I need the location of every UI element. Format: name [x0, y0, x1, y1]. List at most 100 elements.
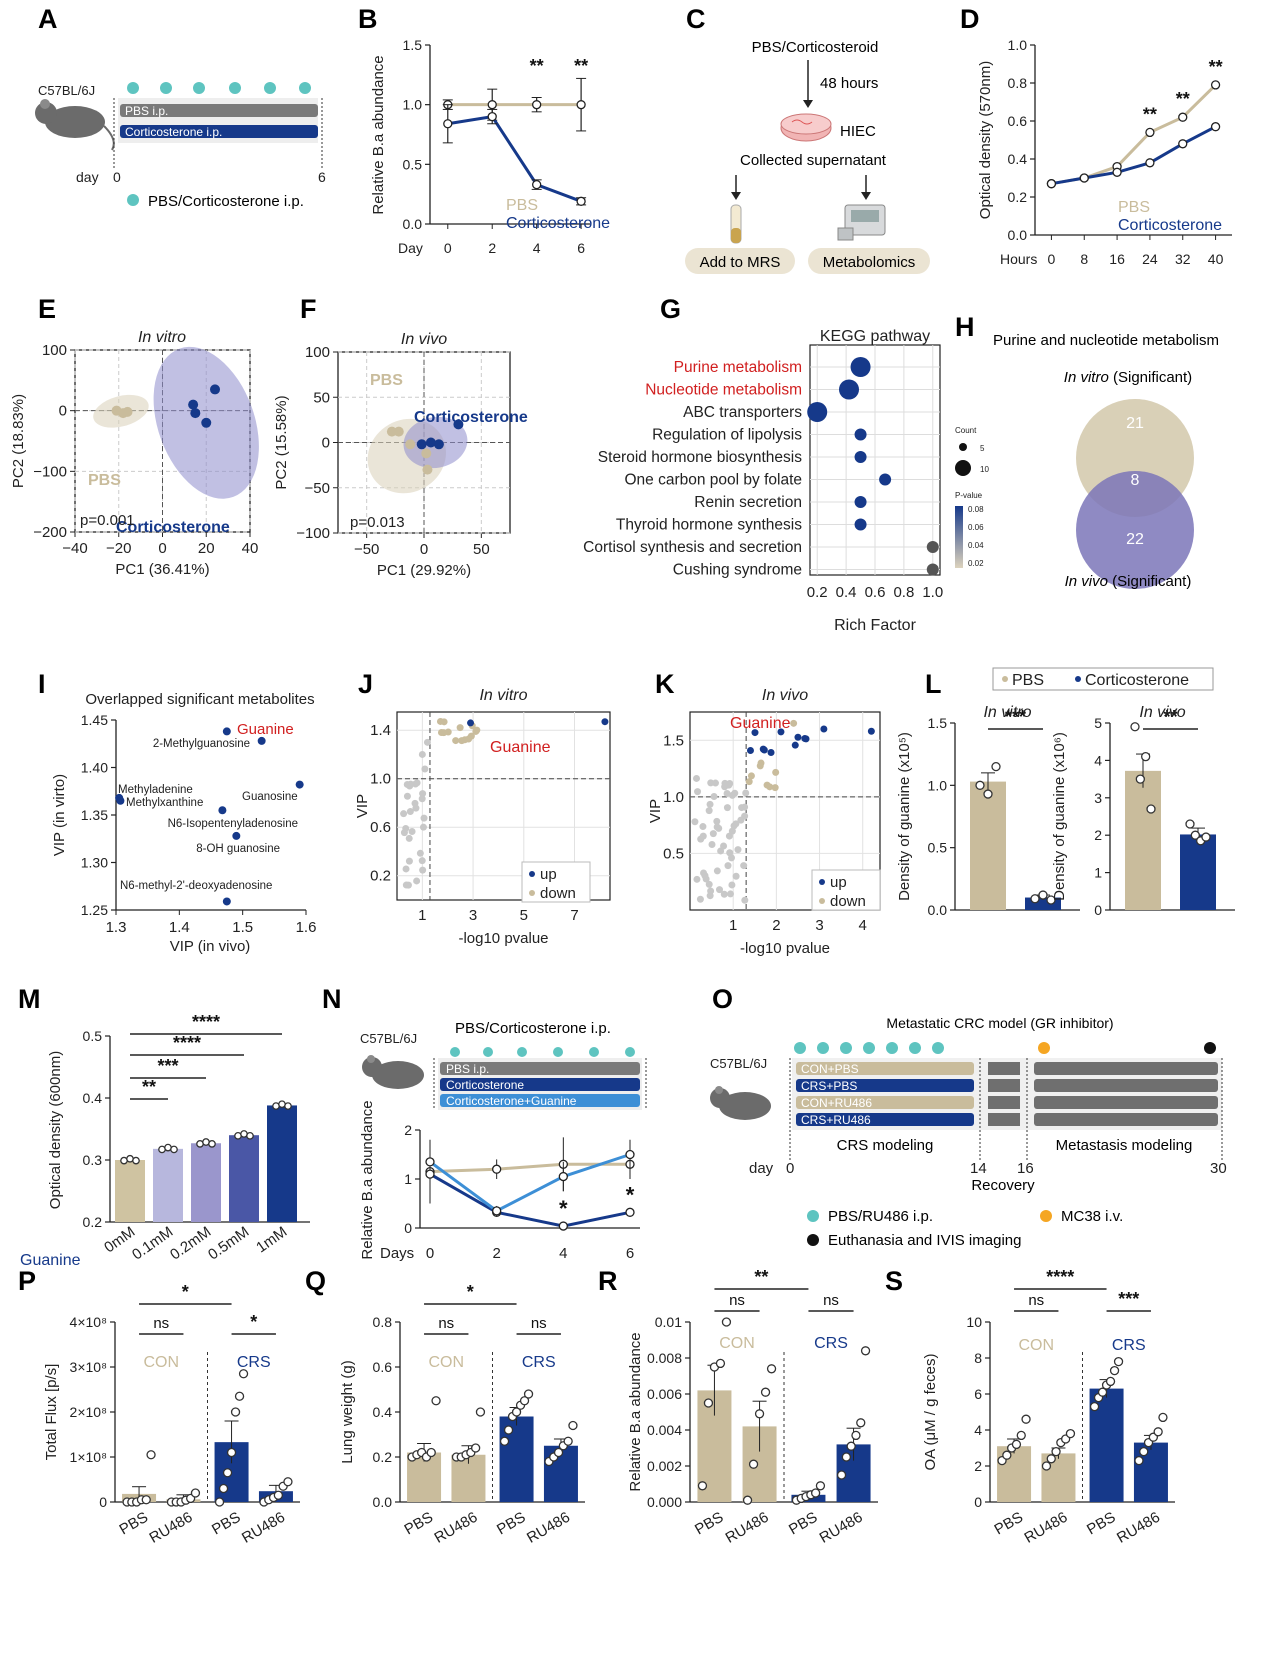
data-point [1038, 890, 1048, 900]
panel-title: In vitro [138, 329, 186, 346]
data-point [1046, 1454, 1056, 1464]
data-point [1109, 1365, 1120, 1376]
panel-b-point [487, 100, 497, 110]
vip-point-label: N6-Isopentenyladenosine [168, 818, 298, 830]
x-tick-label: 0.4 [836, 584, 857, 601]
x-tick-label: 5 [520, 907, 528, 924]
panel-b-y-tick-label: 1.5 [403, 37, 423, 53]
group-label-crs: CRS [814, 1335, 848, 1352]
vip-point-label: 2-Methylguanosine [153, 738, 250, 750]
panel-m-x-prefix: Guanine [20, 1252, 81, 1269]
data-point [499, 1436, 510, 1446]
data-point [1185, 819, 1195, 829]
data-point [519, 1396, 530, 1406]
kegg-dot [926, 563, 939, 576]
panel-a-day0: 0 [113, 169, 121, 185]
panel-a-day6: 6 [318, 169, 326, 185]
vip-point [232, 831, 241, 840]
panel-l: L PBS Corticosterone 0.0 0.5 1.0 1.5 ***In vitr… [896, 667, 1235, 918]
x-tick-label: 1.3 [106, 919, 127, 936]
volcano-point [745, 778, 753, 786]
panel-l-legend-pbs: PBS [1012, 672, 1044, 689]
y-tick-label: 0.5 [663, 845, 684, 862]
volcano-point [403, 792, 411, 800]
panel-p-y-tick-label: 3×10⁸ [70, 1359, 108, 1375]
vip-point [218, 806, 227, 815]
sig-stars: ** [1163, 707, 1177, 727]
sig-stars: ** [142, 1077, 156, 1097]
volcano-point [403, 780, 411, 788]
panel-d-sig: ** [1143, 104, 1157, 124]
panel-n-y-label: Relative B.a abundance [359, 1100, 376, 1259]
x-tick-label: PBS [402, 1509, 436, 1539]
data-point [1134, 1455, 1144, 1466]
data-point [1021, 1414, 1031, 1424]
panel-c-collected: Collected supernatant [740, 152, 887, 169]
panel-b-point [532, 179, 542, 190]
panel-o-dots [794, 1042, 1216, 1054]
legend-pbs: PBS [370, 372, 403, 389]
test-tube-icon [730, 204, 742, 244]
volcano-point [419, 790, 427, 798]
data-point [553, 1447, 564, 1458]
kegg-legend-p-title: P-value [955, 491, 983, 500]
vip-point-label: 8-OH guanosine [196, 843, 280, 855]
panel-q-y-tick-label: 0.4 [373, 1404, 393, 1420]
x-tick-label: 2 [492, 1245, 500, 1262]
kegg-category-label: Steroid hormone biosynthesis [598, 449, 802, 466]
sig-label: ns [729, 1292, 745, 1309]
panel-letter-s: S [885, 1266, 903, 1296]
volcano-point [713, 817, 721, 825]
panel-o-group-3: CON+RU486 [801, 1096, 872, 1110]
x-label: PC1 (29.92%) [377, 562, 471, 579]
x-tick-label: PBS [494, 1509, 528, 1539]
volcano-point [777, 728, 785, 736]
panel-d-point [1145, 127, 1155, 138]
panel-l-1-y-tick-label: 0 [1094, 902, 1102, 918]
sig-stars: **** [192, 1012, 220, 1032]
volcano-point [867, 727, 875, 735]
data-point [222, 1468, 233, 1478]
panel-h: H Purine and nucleotide metabolism In vi… [955, 312, 1219, 590]
volcano-point [699, 823, 707, 831]
panel-m-y-tick-label: 0.3 [83, 1152, 103, 1168]
x-tick-label: 4 [859, 917, 867, 934]
panel-b-y-label: Relative B.a abundance [370, 55, 387, 214]
volcano-point [757, 759, 765, 767]
panel-m-y-label: Optical density (600nm) [47, 1051, 64, 1209]
data-point [284, 1102, 292, 1110]
data-point [492, 1164, 502, 1174]
volcano-point [746, 747, 754, 755]
data-point [810, 1488, 821, 1498]
x-tick-label: RU486 [147, 1509, 196, 1547]
kegg-legend-p-label: 0.04 [968, 541, 984, 550]
panel-m-y-tick-label: 0.4 [83, 1090, 103, 1106]
volcano-point [766, 783, 774, 791]
legend-pbs: PBS [88, 472, 121, 489]
p-value: p=0.001 [80, 512, 135, 529]
panel-o-strain: C57BL/6J [710, 1056, 767, 1071]
x-tick-label: RU486 [1114, 1509, 1163, 1547]
volcano-point [726, 890, 734, 898]
panel-letter-m: M [18, 984, 41, 1014]
volcano-point [405, 857, 413, 865]
panel-d-y-tick-label: 0.6 [1008, 113, 1028, 129]
x-tick-label: 0 [158, 540, 166, 557]
kegg-dot [850, 357, 871, 377]
volcano-point [791, 741, 799, 749]
data-point [991, 761, 1001, 772]
volcano-point [747, 772, 755, 780]
panel-letter-p: P [18, 1266, 36, 1296]
panel-o-legend-2: MC38 i.v. [1061, 1208, 1123, 1225]
x-tick-label: PBS [209, 1509, 243, 1539]
kegg-category-label: Purine metabolism [674, 359, 802, 376]
x-tick-label: PBS [117, 1509, 151, 1539]
data-point [1089, 1401, 1100, 1412]
volcano-point [419, 823, 427, 831]
volcano-point [723, 804, 731, 812]
y-tick-label: 0.2 [370, 868, 391, 885]
data-point [715, 1358, 726, 1369]
panel-d-x-tick-label: 32 [1175, 251, 1191, 267]
pca-point [453, 419, 464, 430]
